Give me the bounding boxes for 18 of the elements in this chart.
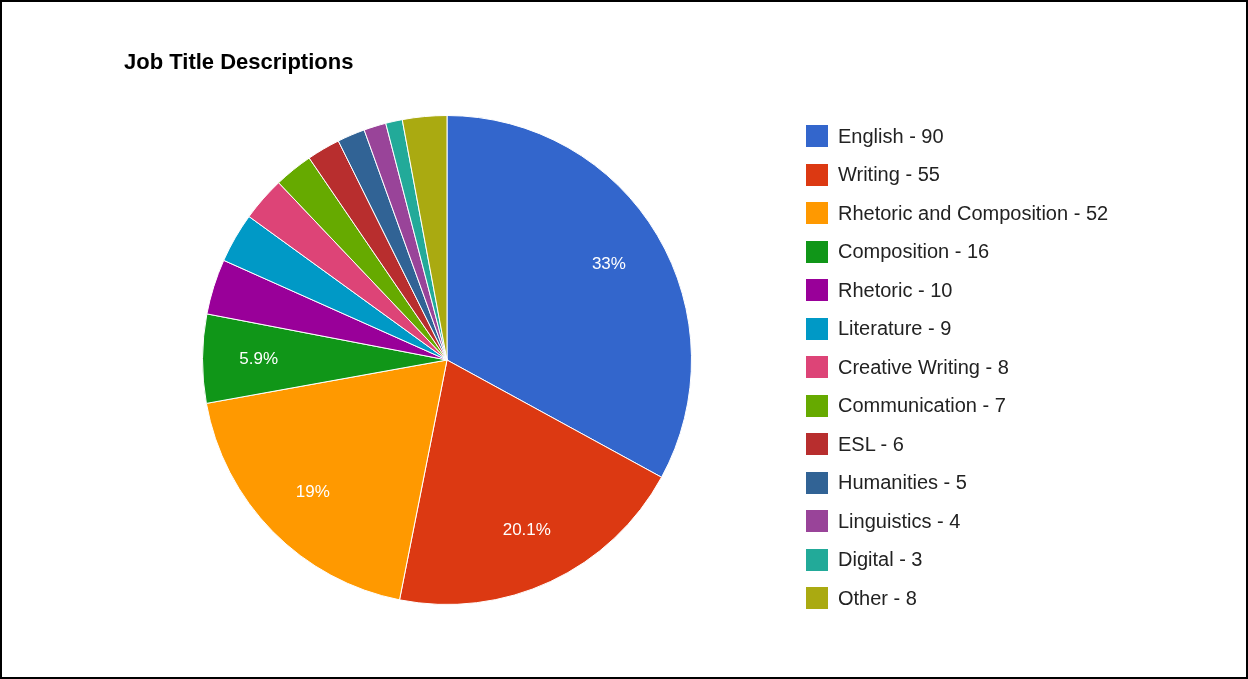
legend-label: Other - 8 <box>838 586 917 610</box>
data-label: 5.9% <box>239 348 279 368</box>
chart-title: Job Title Descriptions <box>124 49 354 75</box>
legend-label: ESL - 6 <box>838 432 904 456</box>
legend-label: Rhetoric - 10 <box>838 278 953 302</box>
legend-label: Communication - 7 <box>838 394 1006 418</box>
legend-label: Literature - 9 <box>838 317 952 341</box>
legend-label: Composition - 16 <box>838 240 990 264</box>
data-label: 20.1% <box>502 520 551 540</box>
legend-label: Creative Writing - 8 <box>838 355 1009 379</box>
data-label: 33% <box>591 253 626 273</box>
legend-label: Linguistics - 4 <box>838 509 961 533</box>
data-label: 19% <box>295 481 330 501</box>
legend-label: English - 90 <box>838 124 944 148</box>
legend-label: Digital - 3 <box>838 548 923 572</box>
legend-label: Humanities - 5 <box>838 471 967 495</box>
legend-label: Writing - 55 <box>838 163 940 187</box>
legend-label: Rhetoric and Composition - 52 <box>838 201 1109 225</box>
